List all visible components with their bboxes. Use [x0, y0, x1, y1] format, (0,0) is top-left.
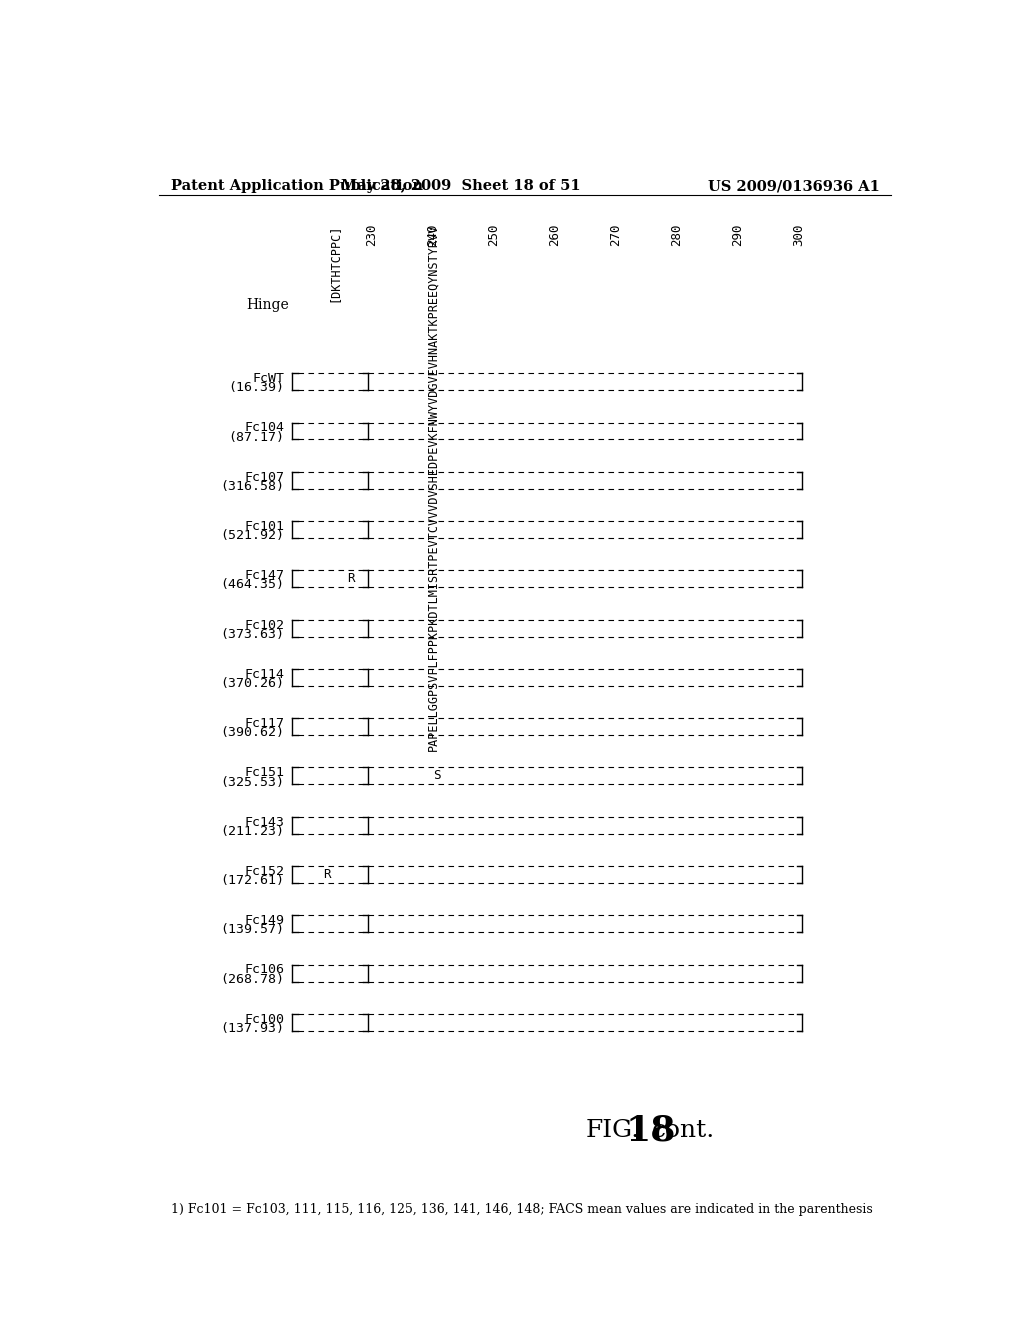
Text: S: S [433, 770, 440, 783]
Text: (139.57): (139.57) [220, 924, 285, 936]
Text: (325.53): (325.53) [220, 776, 285, 788]
Text: Fc101: Fc101 [245, 520, 285, 533]
Text: (137.93): (137.93) [220, 1022, 285, 1035]
Text: (464.35): (464.35) [220, 578, 285, 591]
Text: 1) Fc101 = Fc103, 111, 115, 116, 125, 136, 141, 146, 148; FACS mean values are i: 1) Fc101 = Fc103, 111, 115, 116, 125, 13… [171, 1203, 872, 1216]
Text: [DKTHTCPPC]: [DKTHTCPPC] [328, 224, 341, 302]
Text: 260: 260 [548, 224, 561, 247]
Text: 290: 290 [731, 224, 744, 247]
Text: 240: 240 [427, 224, 439, 247]
Text: Fc106: Fc106 [245, 964, 285, 977]
Text: cont.: cont. [652, 1119, 715, 1142]
Text: (172.61): (172.61) [220, 874, 285, 887]
Text: Fc147: Fc147 [245, 569, 285, 582]
Text: R: R [323, 869, 330, 880]
Text: (373.63): (373.63) [220, 628, 285, 640]
Text: 300: 300 [792, 224, 805, 247]
Text: Fc102: Fc102 [245, 619, 285, 631]
Text: 270: 270 [609, 224, 623, 247]
Text: Fc117: Fc117 [245, 717, 285, 730]
Text: (390.62): (390.62) [220, 726, 285, 739]
Text: 250: 250 [487, 224, 501, 247]
Text: Hinge: Hinge [246, 298, 289, 313]
Text: (16.39): (16.39) [228, 381, 285, 395]
Text: Patent Application Publication: Patent Application Publication [171, 180, 423, 193]
Text: Fc100: Fc100 [245, 1012, 285, 1026]
Text: R: R [347, 573, 355, 585]
Text: FIG.: FIG. [586, 1119, 640, 1142]
Text: Fc107: Fc107 [245, 471, 285, 483]
Text: Fc152: Fc152 [245, 865, 285, 878]
Text: 18: 18 [626, 1114, 676, 1148]
Text: 230: 230 [366, 224, 379, 247]
Text: PAPELLGGPSVFLFPPKPKDTLMISRTPEVTCVVVDVSHEDPEVKFNWYVDGVEVHNAKTKPREEQYNSTYRVV: PAPELLGGPSVFLFPPKPKDTLMISRTPEVTCVVVDVSHE… [427, 224, 440, 751]
Text: Fc143: Fc143 [245, 816, 285, 829]
Text: Fc151: Fc151 [245, 767, 285, 779]
Text: 280: 280 [670, 224, 683, 247]
Text: (521.92): (521.92) [220, 529, 285, 543]
Text: Fc104: Fc104 [245, 421, 285, 434]
Text: (316.58): (316.58) [220, 480, 285, 492]
Text: (268.78): (268.78) [220, 973, 285, 986]
Text: (211.23): (211.23) [220, 825, 285, 838]
Text: FcWT: FcWT [253, 372, 285, 385]
Text: May 28, 2009  Sheet 18 of 51: May 28, 2009 Sheet 18 of 51 [341, 180, 581, 193]
Text: (370.26): (370.26) [220, 677, 285, 690]
Text: Fc149: Fc149 [245, 915, 285, 927]
Text: (87.17): (87.17) [228, 430, 285, 444]
Text: US 2009/0136936 A1: US 2009/0136936 A1 [708, 180, 880, 193]
Text: Fc114: Fc114 [245, 668, 285, 681]
